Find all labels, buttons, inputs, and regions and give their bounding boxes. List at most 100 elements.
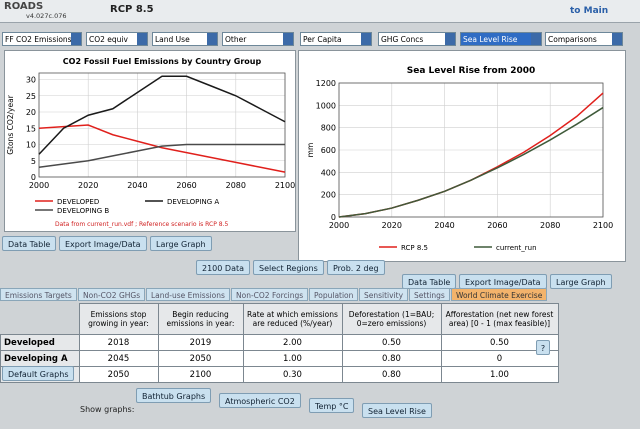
legend-label: DEVELOPING B — [57, 207, 109, 215]
dropdown[interactable]: Other — [222, 32, 294, 46]
button[interactable]: Large Graph — [150, 236, 212, 251]
table-cell: Emissions stop growing in year: — [78, 303, 159, 335]
button[interactable]: Export Image/Data — [459, 274, 547, 289]
x-tick-label: 2080 — [226, 181, 246, 190]
graph-button[interactable]: Atmospheric CO2 — [219, 393, 301, 408]
y-tick-label: 1200 — [316, 79, 336, 88]
tab[interactable]: Non-CO2 Forcings — [231, 288, 309, 301]
table-cell: 2045 — [78, 350, 159, 367]
button[interactable]: 2100 Data — [196, 260, 251, 275]
y-tick-label: 1000 — [316, 101, 336, 110]
table-row: Developing B205021000.300.801.00 — [0, 366, 559, 383]
y-axis-label: Gtons CO2/year — [6, 94, 15, 154]
table-cell: 1.00 — [242, 350, 343, 367]
show-label: Show graphs: — [80, 405, 135, 414]
table-cell: 2050 — [78, 366, 159, 383]
table-row: Developed 2018 2019 2.00 0.50 0.50 — [0, 334, 559, 351]
x-tick-label: 2040 — [127, 181, 147, 190]
logo: ROADS — [4, 1, 44, 12]
table-cell: 1.00 — [440, 366, 559, 383]
button[interactable]: Large Graph — [550, 274, 612, 289]
tab[interactable]: Emissions Targets — [0, 288, 77, 301]
dropdown[interactable]: Comparisons — [545, 32, 623, 46]
table-cell: 2050 — [157, 350, 244, 367]
x-tick-label: 2060 — [176, 181, 196, 190]
tab[interactable]: Land-use Emissions — [146, 288, 230, 301]
settings-table: Emissions stop growing in year: Begin red… — [0, 303, 559, 383]
tab[interactable]: World Climate Exercise — [451, 288, 548, 301]
tab[interactable]: Settings — [409, 288, 450, 301]
legend-label: RCP 8.5 — [401, 244, 428, 252]
table-cell: 2100 — [157, 366, 244, 383]
title-bar: ROADS v4.027c.076 RCP 8.5 to Main — [0, 0, 640, 23]
data-line — [38, 143, 285, 168]
table-cell: 2018 — [78, 334, 159, 351]
x-tick-label: 2020 — [382, 221, 402, 230]
dropdown[interactable]: Sea Level Rise — [460, 32, 542, 46]
tab[interactable]: Population — [309, 288, 359, 301]
chart: CO2 Fossil Fuel Emissions by Country Gro… — [6, 57, 295, 228]
table-cell: Begin reducing emissions in year: — [157, 303, 244, 335]
note: Data from current_run.vdf ; Reference sc… — [55, 221, 228, 228]
y-tick-label: 5 — [31, 157, 36, 166]
table-cell: 0 — [440, 350, 559, 367]
table-cell: 0.50 — [341, 334, 442, 351]
button[interactable]: Data Table — [402, 274, 457, 289]
data-line — [38, 75, 286, 155]
button[interactable]: Export Image/Data — [59, 236, 147, 251]
data-line — [338, 92, 604, 218]
legend-label: current_run — [496, 244, 537, 252]
data-line — [338, 106, 604, 218]
x-tick-label: 2080 — [540, 221, 560, 230]
tab[interactable]: Non-CO2 GHGs — [78, 288, 146, 301]
x-tick-label: 2000 — [329, 221, 349, 230]
y-tick-label: 30 — [26, 76, 36, 85]
x-tick-label: 2040 — [434, 221, 454, 230]
table-row: Emissions stop growing in year: Begin red… — [1, 303, 559, 335]
button[interactable]: Prob. 2 deg — [327, 260, 385, 275]
chart: Sea Level Rise from 2000 mm 0 200 400 600 800 1… — [306, 66, 613, 252]
button[interactable]: Select Regions — [253, 260, 324, 275]
x-tick-label: 2020 — [78, 181, 98, 190]
tab[interactable]: Sensitivity — [359, 288, 409, 301]
x-tick-label: 2060 — [487, 221, 507, 230]
x-tick-label: 2000 — [29, 181, 49, 190]
table-cell: 2019 — [157, 334, 244, 351]
y-tick-label: 800 — [321, 124, 336, 133]
x-tick-label: 2100 — [593, 221, 613, 230]
default-button[interactable]: Default Graphs — [2, 366, 75, 381]
table-cell: Developing A — [0, 350, 80, 367]
dropdown[interactable]: Land Use — [152, 32, 218, 46]
table-row: Developing A 2045 2050 1.00 0.80 0 — [0, 350, 559, 367]
y-tick-label: 10 — [26, 141, 36, 150]
table-cell: 0.80 — [341, 350, 442, 367]
chart-title: CO2 Fossil Fuel Emissions by Country Gro… — [63, 57, 262, 66]
table-corner — [1, 304, 80, 335]
y-tick-label: 25 — [26, 92, 36, 101]
scenario: RCP 8.5 — [110, 4, 154, 15]
y-tick-label: 0 — [331, 213, 336, 222]
dropdown[interactable]: Per Capita — [300, 32, 372, 46]
dropdown[interactable]: CO2 equiv — [86, 32, 148, 46]
plot-frame — [38, 72, 286, 178]
graph-button[interactable]: Temp °C — [309, 398, 355, 413]
main-button[interactable]: to Main — [570, 6, 609, 16]
dropdown[interactable]: GHG Concs — [378, 32, 456, 46]
graph-button[interactable]: Sea Level Rise — [362, 403, 432, 418]
dropdown[interactable]: FF CO2 Emissions — [2, 32, 82, 46]
chart-title: Sea Level Rise from 2000 — [407, 66, 536, 76]
version: v4.027c.076 — [26, 12, 67, 20]
button[interactable]: Data Table — [2, 236, 57, 251]
y-tick-label: 0 — [31, 173, 36, 182]
legend-label: DEVELOPED — [57, 198, 99, 206]
right-panel: Sea Level Rise from 2000 mm 0 200 400 600 800 1… — [298, 50, 626, 262]
y-tick-label: 200 — [321, 191, 336, 200]
table-cell: 0.80 — [341, 366, 442, 383]
x-tick-label: 2100 — [275, 181, 295, 190]
legend-label: DEVELOPING A — [167, 198, 219, 206]
graph-button[interactable]: Bathtub Graphs — [136, 388, 212, 403]
y-axis-label: mm — [306, 143, 315, 158]
help-button[interactable]: ? — [536, 340, 550, 355]
plot-frame — [338, 82, 604, 218]
